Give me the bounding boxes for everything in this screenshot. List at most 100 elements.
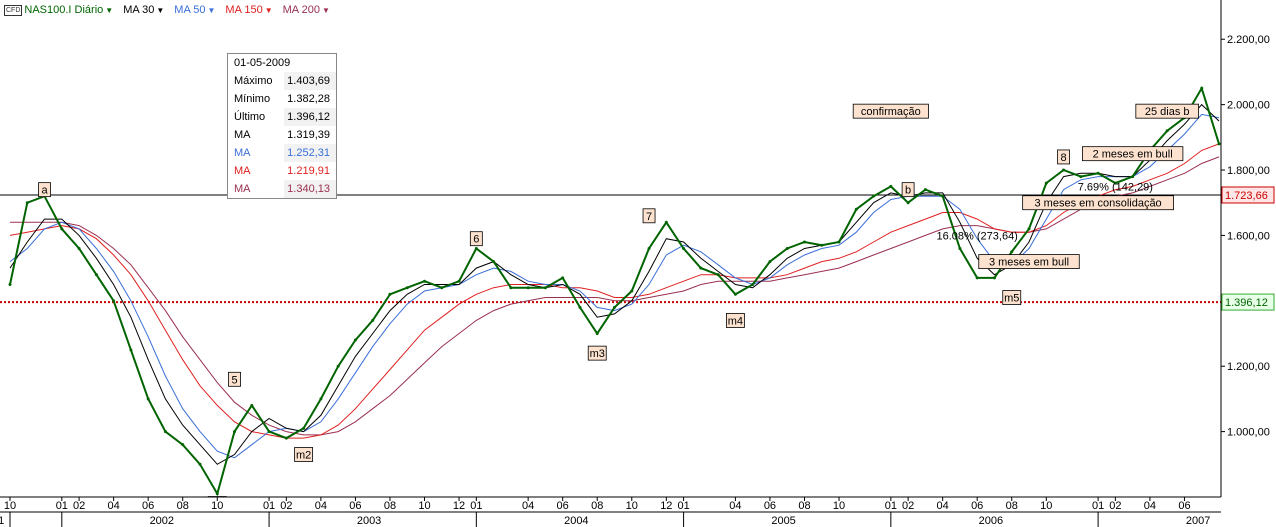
wave-label: m4 — [728, 315, 743, 327]
data-window-row: Máximo 1.403,69 — [228, 72, 336, 90]
price-point — [578, 305, 582, 309]
data-window-row: MA 1.340,13 — [228, 180, 336, 198]
data-window-row: MA 1.319,39 — [228, 126, 336, 144]
wave-label-box — [38, 182, 51, 198]
cfd-badge: CFD — [4, 4, 23, 16]
x-tick-label: 10 — [418, 500, 430, 512]
ma200-selector[interactable]: MA 200 ▼ — [283, 4, 330, 16]
wave-label: b — [905, 185, 911, 197]
current-price-tag-box — [1221, 293, 1275, 311]
data-window-row: Mínimo 1.382,28 — [228, 90, 336, 108]
x-tick-label: 10 — [626, 500, 638, 512]
price-point — [543, 286, 547, 290]
x-tick-label: 04 — [522, 500, 534, 512]
x-tick-label: 02 — [73, 500, 85, 512]
price-point — [129, 348, 133, 352]
x-tick-label: 06 — [971, 500, 983, 512]
resistance-tag-label: 1.723,66 — [1225, 190, 1268, 202]
price-point — [923, 188, 927, 192]
x-tick-label: 10 — [833, 500, 845, 512]
y-tick-label: 1.800,00 — [1227, 165, 1270, 177]
price-point — [8, 282, 12, 286]
price-point — [906, 201, 910, 205]
x-tick-label: 12 — [453, 500, 465, 512]
instrument-selector[interactable]: CFD NAS100.I Diário ▼ — [4, 4, 113, 16]
x-year-label: 2007 — [1186, 515, 1210, 527]
data-window-row: MA 1.252,31 — [228, 144, 336, 162]
price-point — [941, 194, 945, 198]
wave-label-box — [587, 345, 607, 361]
annotation-box — [1081, 146, 1184, 162]
wave-label-box — [1002, 290, 1022, 305]
price-point — [233, 430, 237, 434]
y-axis: 1.000,001.200,001.400,001.600,001.800,00… — [1220, 0, 1276, 497]
annotation-label: 7.69% (142,29) — [1078, 181, 1153, 193]
price-point — [388, 292, 392, 296]
wave-label: 8 — [1060, 152, 1066, 164]
price-point — [319, 397, 323, 401]
y-tick-label: 2.200,00 — [1227, 34, 1270, 46]
wave-label-box — [469, 231, 483, 247]
row-label: Máximo — [234, 75, 273, 87]
ma200-label: MA 200 — [282, 4, 320, 16]
price-series — [8, 85, 1221, 497]
x-tick-label: 06 — [764, 500, 776, 512]
ma50-selector[interactable]: MA 50 ▼ — [174, 4, 215, 16]
price-point — [768, 260, 772, 264]
current-price-tag-label: 1.396,12 — [1225, 297, 1268, 309]
price-point — [509, 286, 513, 290]
x-tick-label: 04 — [1144, 500, 1156, 512]
price-point — [77, 247, 81, 250]
annotation-label: 16.08% (273,64) — [937, 230, 1018, 242]
price-point — [647, 247, 651, 250]
x-tick-label: 10 — [211, 500, 223, 512]
price-point — [733, 292, 737, 296]
wave-label: m3 — [590, 348, 605, 360]
price-point — [1027, 227, 1031, 231]
chevron-down-icon: ▼ — [321, 5, 330, 15]
resistance-tag: 1.723,66 — [1221, 186, 1275, 204]
price-point — [664, 220, 668, 224]
ma150-label: MA 150 — [225, 4, 263, 16]
x-tick-label: 01 — [263, 500, 275, 512]
y-tick-label: 1.600,00 — [1227, 230, 1270, 242]
wave-label-box — [294, 447, 314, 462]
annotation-label: 2 meses em bull — [1093, 149, 1173, 161]
price-point — [1010, 250, 1014, 254]
wave-label-box — [642, 208, 656, 224]
chevron-down-icon: ▼ — [156, 5, 165, 15]
price-point — [146, 397, 150, 401]
price-point — [336, 364, 340, 368]
price-point — [975, 276, 979, 280]
wave-label-box — [726, 313, 745, 328]
price-point — [1044, 181, 1048, 185]
price-point — [992, 276, 996, 280]
row-label: MA — [234, 129, 251, 141]
ma150-selector[interactable]: MA 150 ▼ — [225, 4, 272, 16]
price-point — [112, 299, 116, 303]
price-point — [284, 436, 288, 440]
x-tick-label: 06 — [557, 500, 569, 512]
x-tick-label: 02 — [1109, 500, 1121, 512]
wave-label: a — [41, 185, 48, 197]
price-point — [181, 443, 185, 447]
price-point — [1079, 175, 1083, 179]
x-tick-label: 01 — [56, 500, 68, 512]
price-point — [492, 260, 496, 264]
x-tick-label: 01 — [677, 500, 689, 512]
wave-label: 5 — [231, 374, 237, 386]
price-point — [630, 289, 634, 293]
row-label: Último — [234, 111, 266, 123]
x-tick-label: 10 — [1040, 500, 1052, 512]
x-year-label: 2003 — [357, 515, 381, 527]
price-point — [613, 305, 616, 309]
chevron-down-icon: ▼ — [207, 5, 216, 15]
row-value: 1.396,12 — [284, 108, 336, 126]
x-year-label: 2004 — [564, 515, 588, 527]
price-point — [561, 276, 565, 280]
ma30-selector[interactable]: MA 30 ▼ — [123, 4, 164, 16]
wave-label: m2 — [296, 449, 311, 461]
price-point — [802, 240, 806, 244]
price-point — [423, 279, 427, 283]
